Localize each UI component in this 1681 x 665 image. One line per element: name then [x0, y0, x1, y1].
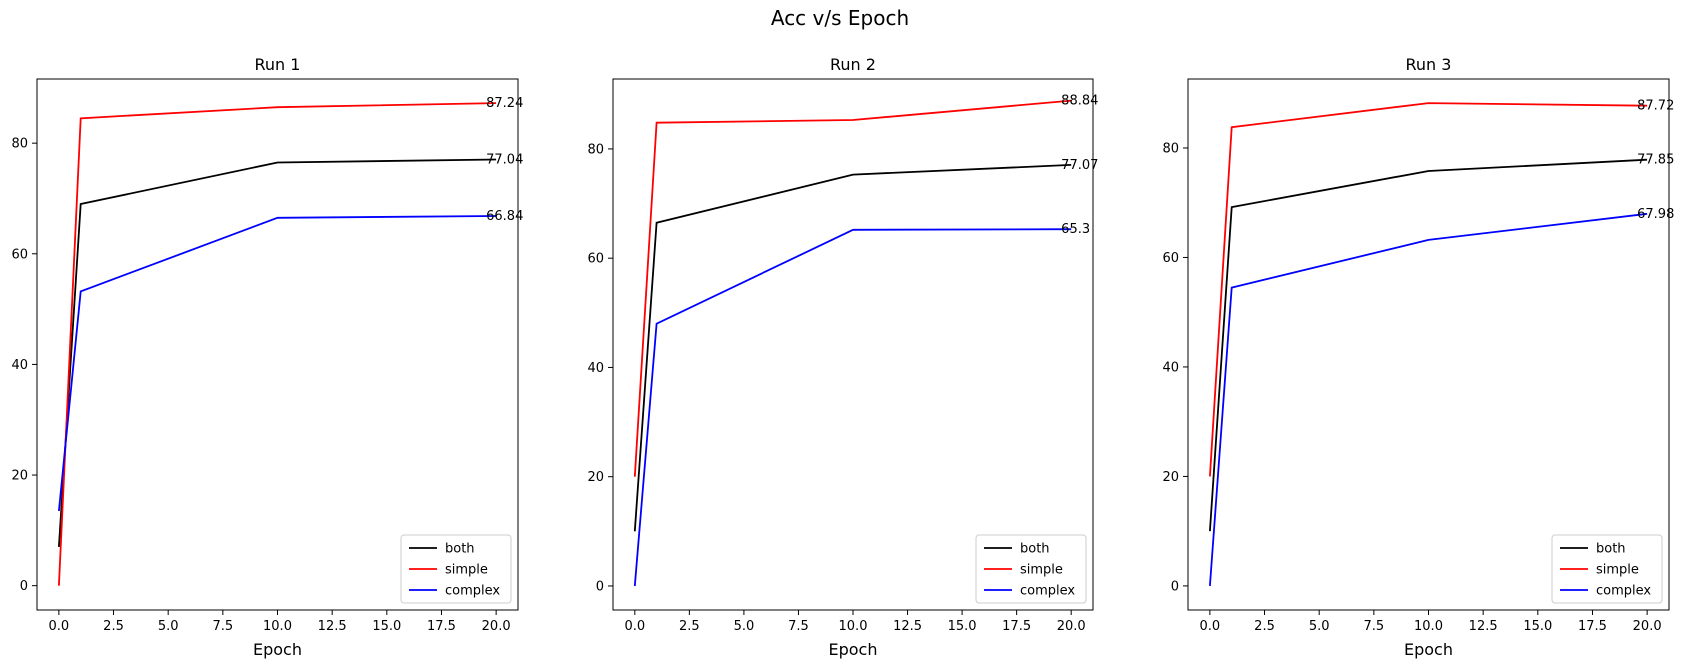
axes-frame — [36, 78, 519, 611]
x-axis-label: Epoch — [1404, 640, 1453, 659]
y-tick-label: 20 — [11, 469, 28, 484]
legend-label-both: both — [1020, 542, 1050, 557]
end-value-label: 65.3 — [1061, 222, 1090, 237]
series-line-both — [1209, 158, 1648, 532]
end-value-label: 67.98 — [1637, 207, 1674, 222]
end-value-label: 77.07 — [1061, 158, 1098, 173]
subplot-title: Run 2 — [830, 55, 876, 74]
x-tick-label: 10.0 — [263, 619, 292, 634]
figure-title: Acc v/s Epoch — [771, 6, 909, 30]
y-tick-label: 40 — [1162, 360, 1179, 375]
series-line-complex — [1209, 212, 1648, 586]
end-value-label: 88.84 — [1061, 94, 1098, 109]
end-value-label: 77.85 — [1637, 153, 1674, 168]
x-axis-label: Epoch — [829, 640, 878, 659]
legend-label-simple: simple — [1596, 563, 1639, 578]
x-tick-label: 7.5 — [1363, 619, 1384, 634]
axes-frame — [1187, 78, 1670, 611]
end-value-label: 66.84 — [486, 209, 523, 224]
legend-label-simple: simple — [1020, 563, 1063, 578]
x-tick-label: 20.0 — [482, 619, 511, 634]
x-tick-label: 2.5 — [1254, 619, 1275, 634]
y-tick-label: 20 — [587, 470, 604, 485]
x-tick-label: 7.5 — [788, 619, 809, 634]
legend-label-complex: complex — [1020, 584, 1075, 599]
x-tick-label: 12.5 — [318, 619, 347, 634]
series-line-simple — [58, 102, 497, 586]
subplot-run-1: Run 1 0.0 2.5 5.0 7.5 10.0 12.5 15.0 17.5 20.0 0 20… — [11, 55, 523, 659]
x-tick-label: 7.5 — [212, 619, 233, 634]
series-line-simple — [633, 99, 1072, 477]
x-tick-label: 10.0 — [839, 619, 868, 634]
legend-box — [400, 534, 512, 604]
y-tick-label: 60 — [11, 247, 28, 262]
axes-frame — [612, 78, 1094, 611]
x-tick-label: 12.5 — [1469, 619, 1498, 634]
y-tick-label: 40 — [11, 358, 28, 373]
legend-box — [975, 534, 1087, 604]
series-line-complex — [633, 228, 1072, 587]
x-tick-label: 20.0 — [1057, 619, 1086, 634]
x-tick-label: 0.0 — [624, 619, 645, 634]
x-tick-label: 17.5 — [427, 619, 456, 634]
x-tick-label: 5.0 — [734, 619, 755, 634]
x-tick-label: 5.0 — [1309, 619, 1330, 634]
legend-label-complex: complex — [1596, 584, 1651, 599]
legend-label-complex: complex — [445, 584, 500, 599]
y-tick-label: 80 — [1162, 141, 1179, 156]
subplot-title: Run 3 — [1406, 55, 1452, 74]
y-tick-label: 80 — [587, 142, 604, 157]
end-value-label: 87.72 — [1637, 99, 1674, 114]
legend-label-both: both — [1596, 542, 1626, 557]
x-tick-label: 15.0 — [372, 619, 401, 634]
y-tick-label: 0 — [596, 579, 604, 594]
legend-label-both: both — [445, 542, 475, 557]
legend: both simple complex — [400, 534, 512, 604]
series-line-complex — [58, 215, 497, 512]
legend: both simple complex — [1551, 534, 1663, 604]
legend: both simple complex — [975, 534, 1087, 604]
x-tick-label: 10.0 — [1414, 619, 1443, 634]
y-tick-label: 0 — [20, 579, 28, 594]
legend-box — [1551, 534, 1663, 604]
subplot-run-2: Run 2 0.0 2.5 5.0 7.5 10.0 12.5 15.0 17.5 20.0 0 20… — [587, 55, 1098, 659]
x-tick-label: 20.0 — [1633, 619, 1662, 634]
series-line-both — [633, 164, 1072, 532]
subplot-run-3: Run 3 0.0 2.5 5.0 7.5 10.0 12.5 15.0 17.5 20.0 0 20… — [1162, 55, 1674, 659]
x-tick-label: 5.0 — [158, 619, 179, 634]
x-tick-label: 2.5 — [103, 619, 124, 634]
subplot-title: Run 1 — [255, 55, 301, 74]
end-value-label: 87.24 — [486, 96, 523, 111]
legend-label-simple: simple — [445, 563, 488, 578]
x-tick-label: 0.0 — [49, 619, 70, 634]
x-axis-label: Epoch — [253, 640, 302, 659]
x-tick-label: 15.0 — [1523, 619, 1552, 634]
series-line-both — [58, 158, 497, 547]
x-tick-label: 2.5 — [679, 619, 700, 634]
x-tick-label: 15.0 — [948, 619, 977, 634]
y-tick-label: 60 — [1162, 251, 1179, 266]
series-line-simple — [1209, 102, 1648, 477]
y-tick-label: 0 — [1171, 579, 1179, 594]
y-tick-label: 40 — [587, 361, 604, 376]
y-tick-label: 60 — [587, 252, 604, 267]
x-tick-label: 0.0 — [1200, 619, 1221, 634]
x-tick-label: 12.5 — [893, 619, 922, 634]
y-tick-label: 20 — [1162, 470, 1179, 485]
y-tick-label: 80 — [11, 137, 28, 152]
x-tick-label: 17.5 — [1578, 619, 1607, 634]
end-value-label: 77.04 — [486, 153, 523, 168]
x-tick-label: 17.5 — [1002, 619, 1031, 634]
